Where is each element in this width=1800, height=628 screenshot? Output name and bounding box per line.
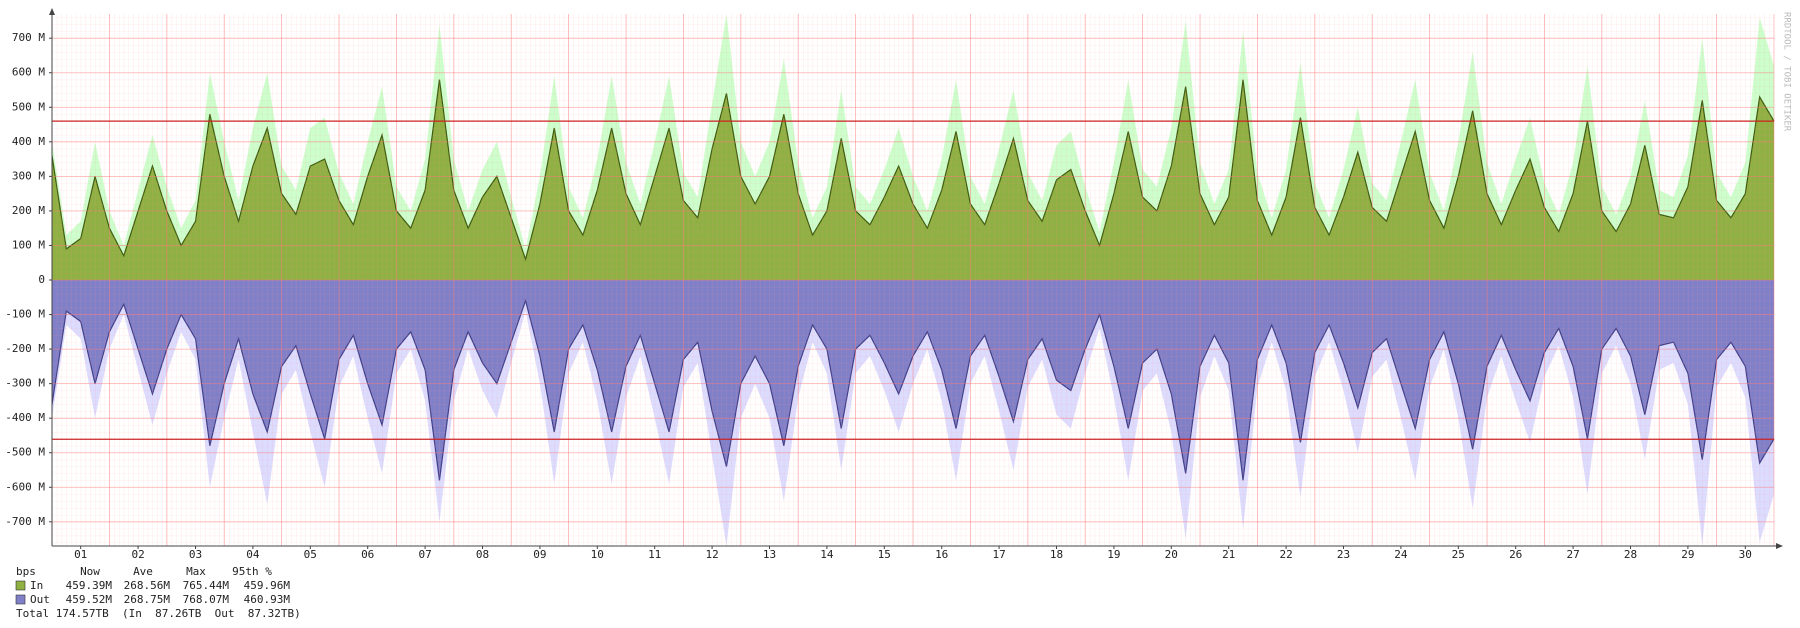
legend-stat: 765.44M [183,579,230,592]
x-tick-label: 28 [1624,548,1637,561]
legend-header: 95th % [232,565,272,578]
x-tick-label: 30 [1739,548,1752,561]
legend-swatch [15,594,26,605]
x-tick-label: 27 [1566,548,1579,561]
legend-stat: 459.39M [66,579,113,592]
y-tick-label: -100 M [5,308,45,321]
x-tick-label: 17 [992,548,1005,561]
y-tick-label: 100 M [12,238,45,251]
y-tick-label: -600 M [5,480,45,493]
y-tick-label: 400 M [12,135,45,148]
legend-stat: 268.75M [124,593,171,606]
y-tick-label: 200 M [12,204,45,217]
x-tick-label: 18 [1050,548,1063,561]
x-tick-label: 14 [820,548,834,561]
watermark: RRDTOOL / TOBI OETIKER [1782,12,1792,132]
legend: bps Now Ave Max 95th % In 459.39M 268.56M 765.44… [15,565,301,620]
x-tick-label: 10 [591,548,604,561]
y-tick-label: 700 M [12,31,45,44]
x-tick-label: 25 [1452,548,1465,561]
x-tick-label: 03 [189,548,202,561]
legend-header: Max [186,565,206,578]
legend-stat: 459.96M [244,579,291,592]
y-tick-label: -400 M [5,411,45,424]
y-tick-label: -700 M [5,515,45,528]
x-tick-label: 26 [1509,548,1522,561]
y-tick-label: -300 M [5,377,45,390]
x-tick-label: 05 [304,548,317,561]
x-tick-label: 04 [246,548,260,561]
y-tick-label: 0 [38,273,45,286]
x-tick-label: 12 [705,548,718,561]
axes: -700 M -600 M -500 M -400 M -300 M -200 M -100… [5,8,1783,561]
x-axis-arrow [1776,543,1783,549]
grid [51,14,1775,546]
legend-total: Total 174.57TB (In 87.26TB Out 87.32TB) [16,607,301,620]
x-tick-label: 29 [1681,548,1694,561]
x-tick-label: 13 [763,548,776,561]
legend-header: bps [16,565,36,578]
x-tick-label: 22 [1279,548,1292,561]
y-tick-label: -200 M [5,342,45,355]
x-tick-label: 24 [1394,548,1408,561]
legend-label: In [30,579,43,592]
x-tick-label: 06 [361,548,374,561]
x-tick-label: 09 [533,548,546,561]
x-tick-label: 07 [418,548,431,561]
x-tick-label: 23 [1337,548,1350,561]
x-tick-label: 19 [1107,548,1120,561]
y-axis-arrow [49,8,55,15]
legend-label: Out [30,593,50,606]
x-tick-label: 21 [1222,548,1235,561]
legend-stat: 460.93M [244,593,291,606]
y-tick-label: -500 M [5,446,45,459]
legend-header: Now [80,565,100,578]
x-tick-label: 11 [648,548,661,561]
legend-stat: 459.52M [66,593,113,606]
x-tick-label: 01 [74,548,87,561]
x-tick-label: 15 [878,548,891,561]
legend-stat: 268.56M [124,579,171,592]
legend-stat: 768.07M [183,593,230,606]
x-tick-label: 08 [476,548,489,561]
y-tick-label: 600 M [12,66,45,79]
x-tick-label: 02 [131,548,144,561]
x-tick-label: 20 [1165,548,1178,561]
legend-header: Ave [133,565,153,578]
legend-swatch [15,580,26,591]
x-tick-label: 16 [935,548,948,561]
y-tick-label: 300 M [12,169,45,182]
y-tick-label: 500 M [12,100,45,113]
